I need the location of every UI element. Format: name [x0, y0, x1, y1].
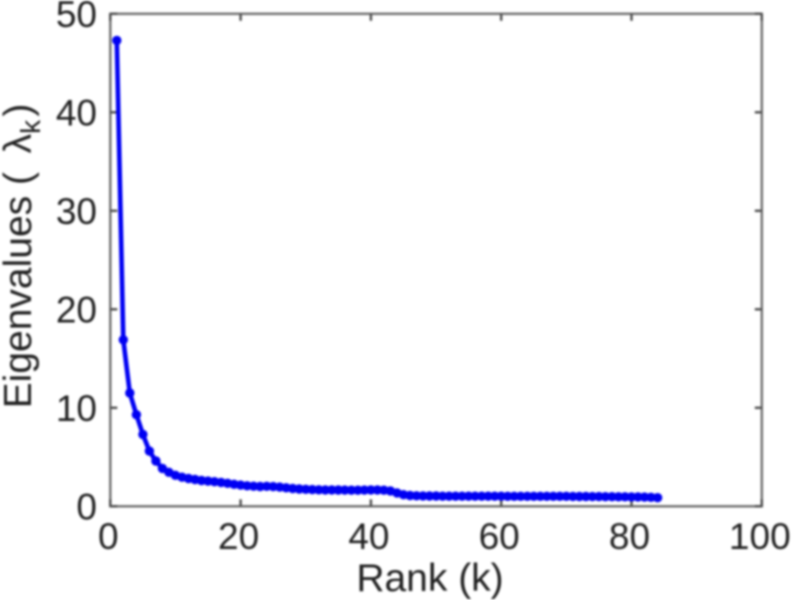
svg-text:50: 50 [56, 0, 97, 35]
svg-text:Rank (k): Rank (k) [356, 557, 503, 600]
svg-text:Eigenvalues ( λk ): Eigenvalues ( λk ) [0, 104, 46, 409]
svg-text:0: 0 [98, 516, 119, 557]
svg-text:100: 100 [729, 516, 791, 557]
svg-text:20: 20 [218, 516, 259, 557]
svg-text:10: 10 [56, 388, 97, 429]
svg-text:0: 0 [76, 486, 97, 527]
svg-text:80: 80 [609, 516, 650, 557]
svg-text:40: 40 [56, 92, 97, 133]
svg-text:60: 60 [479, 516, 520, 557]
svg-text:30: 30 [56, 191, 97, 232]
svg-text:40: 40 [348, 516, 389, 557]
svg-text:20: 20 [56, 289, 97, 330]
